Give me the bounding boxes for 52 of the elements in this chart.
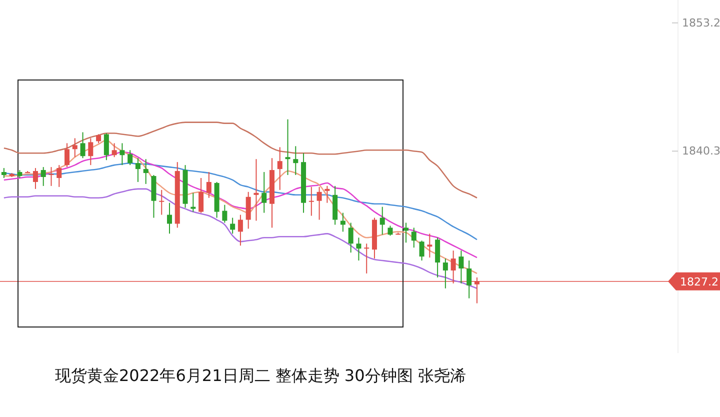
candlestick [277, 146, 282, 190]
candlestick [190, 192, 196, 212]
candlestick [32, 168, 38, 190]
candlestick [340, 212, 346, 232]
candlestick [120, 142, 125, 166]
candlestick [238, 214, 243, 246]
candlestick [435, 237, 440, 278]
candlestick [404, 222, 409, 244]
candlestick [1, 168, 6, 178]
candlestick [135, 158, 140, 182]
candlestick [285, 118, 290, 176]
candlestick [380, 206, 385, 236]
candlestick [466, 260, 472, 299]
candlestick [348, 222, 354, 254]
candlestick [324, 185, 330, 204]
candlestick [364, 243, 370, 274]
candlestick [198, 177, 204, 214]
candlestick [56, 164, 62, 188]
candlestick [159, 189, 164, 216]
candlestick [88, 138, 94, 166]
candlestick [442, 258, 448, 289]
candlestick [104, 132, 109, 161]
y-tick-label: 1853.2 [682, 16, 720, 30]
candlestick [128, 150, 133, 166]
candlestick [72, 138, 78, 158]
text: 现货黄金2022年6月21日周二 整体走势 30分钟图 张尧浠 [55, 366, 466, 385]
candlestick [308, 186, 314, 216]
candlestick [293, 146, 298, 176]
candlestick [388, 225, 393, 236]
candlestick [254, 158, 259, 222]
line-series [3, 188, 478, 290]
candlestick [262, 172, 267, 214]
y-tick-label: 1840.3 [682, 144, 720, 158]
candlestick [458, 250, 464, 284]
candlestick [143, 158, 148, 184]
candlestick [40, 166, 46, 186]
ref-line-label: 1827.2 [680, 275, 718, 288]
candlestick [80, 132, 86, 159]
candlestick [64, 142, 70, 168]
candlestick [316, 186, 322, 220]
line-series [3, 122, 478, 199]
candlestick [419, 240, 424, 262]
candlestick [206, 172, 212, 198]
candlestick [48, 166, 54, 186]
candlestick [427, 233, 432, 258]
candlestick [246, 191, 251, 230]
candlestick [230, 217, 236, 234]
candlestick [167, 202, 172, 234]
candlestick [112, 142, 117, 158]
candlestick [356, 237, 362, 262]
candlestick [411, 227, 416, 248]
candlestick [222, 204, 228, 224]
